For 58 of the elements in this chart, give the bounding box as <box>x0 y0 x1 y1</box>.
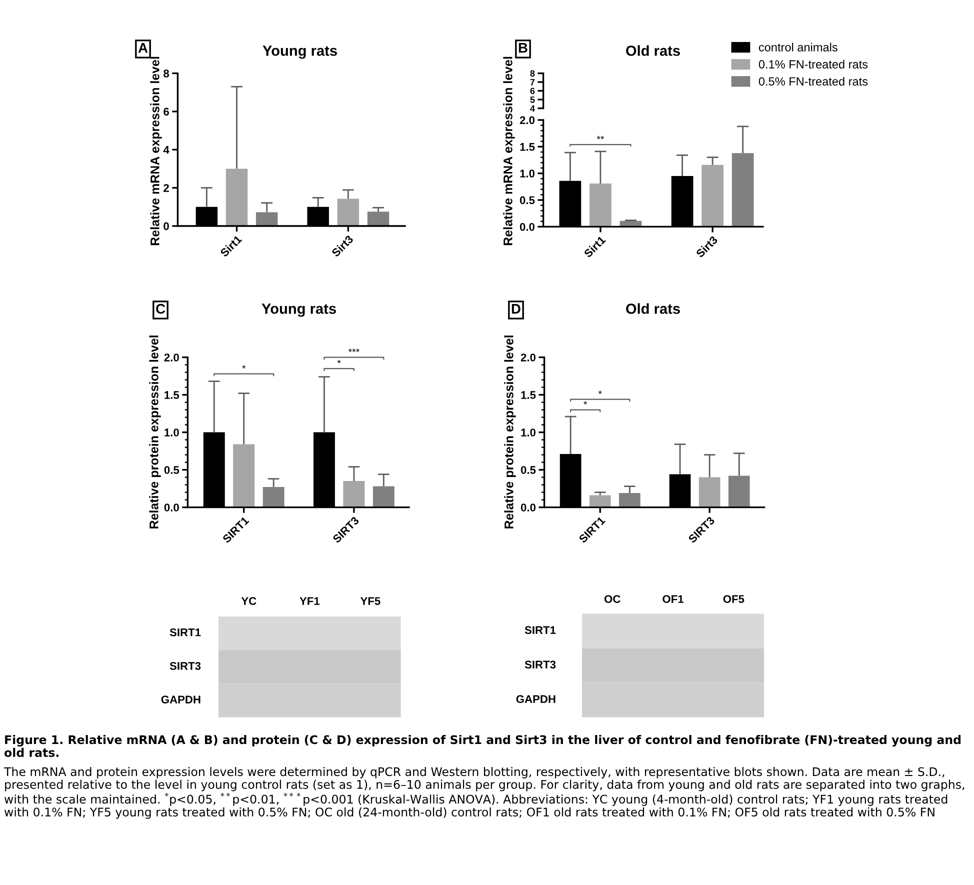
y-tick-label: 4 <box>530 105 535 112</box>
y-tick-label: 8 <box>164 70 170 78</box>
chart-title: Young rats <box>262 46 337 59</box>
y-axis-title: Relative protein expression level <box>149 336 161 528</box>
y-axis-title: Relative protein expression level <box>504 336 516 528</box>
y-tick-label: 0.5 <box>164 466 180 474</box>
annotation: * <box>584 401 588 405</box>
text: The mRNA and protein expression levels were determined by qPCR and Western blotting, respectively, with representative blots shown. Data are mean ± S.D., presented relative to the level in young control rats (set as 1), n=6–10 animals per group. For clarity, data from young and old rats are separated into two graphs, with the scale maintained. $^{*}$p<0.05, $^{**}$p<0.01, $^{***}$p<0.001 (Kruskal-Wallis ANOVA). Abbreviations: YC young (4-month-old) control rats; YF1 young rats treated with 0.1% FN; YF5 young rats treated with 0.5% FN; OC old (24-month-old) control rats; OF1 old rats treated with 0.1% FN; OF5 old rats treated with 0.5% FN <box>4 767 964 819</box>
y-tick-label: 2.0 <box>164 354 179 362</box>
text: D <box>512 304 520 314</box>
category-label: YC <box>241 597 256 605</box>
legend-label: 0.1% FN-treated rats <box>758 60 868 69</box>
category-label: OC <box>604 595 620 603</box>
y-tick-label: 7 <box>530 79 535 86</box>
annotation: * <box>242 365 246 369</box>
y-tick-label: 2 <box>164 184 169 192</box>
annotation: ** <box>596 136 604 140</box>
y-tick-label: 4 <box>163 146 170 154</box>
y-tick-label: 6 <box>530 88 535 94</box>
y-tick-label: 0 <box>164 222 169 230</box>
category-label: OF1 <box>662 595 684 603</box>
y-tick-label: 6 <box>164 108 169 116</box>
legend-label: 0.5% FN-treated rats <box>758 76 868 86</box>
category-label: SIRT3 <box>170 662 201 670</box>
category-label: SIRT1 <box>170 628 201 636</box>
chart-title: Young rats <box>262 304 336 317</box>
annotation: * <box>598 390 602 394</box>
y-tick-label: 1.0 <box>521 428 536 436</box>
y-tick-label: 2.0 <box>520 116 535 124</box>
y-axis-title: Relative mRNA expression level <box>150 56 162 246</box>
category-label: OF5 <box>723 595 744 603</box>
y-tick-label: 1.5 <box>164 391 180 399</box>
y-tick-label: 1.0 <box>520 170 535 178</box>
annotation: * <box>337 360 341 364</box>
category-label: SIRT3 <box>524 660 556 669</box>
text: A <box>138 43 148 53</box>
y-tick-label: 0.0 <box>520 222 535 231</box>
text: *** <box>348 348 360 352</box>
category-label: YF5 <box>360 597 380 605</box>
y-tick-label: 1.0 <box>164 428 179 436</box>
y-axis-title: Relative mRNA expression level <box>503 56 515 246</box>
category-label: YF1 <box>300 597 320 605</box>
y-tick-label: 2.0 <box>520 354 536 362</box>
y-tick-label: 0.5 <box>520 196 535 204</box>
category-label: SIRT1 <box>524 626 556 634</box>
category-label: GAPDH <box>161 696 200 704</box>
y-tick-label: 8 <box>530 70 535 77</box>
category-label: GAPDH <box>516 695 556 704</box>
text: C <box>156 304 166 314</box>
text: Figure 1. Relative mRNA (A & B) and protein (C & D) expression of Sirt1 and Sirt3 in the liver of control and fenofibrate (FN)-treated young and old rats. <box>4 735 961 757</box>
y-tick-label: 0.0 <box>520 504 536 512</box>
y-tick-label: 0.5 <box>520 466 536 474</box>
y-tick-label: 0.0 <box>164 504 179 512</box>
y-tick-label: 1.5 <box>520 143 535 151</box>
legend-label: control animals <box>758 42 838 52</box>
y-tick-label: 5 <box>530 96 535 103</box>
chart-title: Old rats <box>626 303 680 314</box>
y-tick-label: 1.5 <box>521 391 536 399</box>
